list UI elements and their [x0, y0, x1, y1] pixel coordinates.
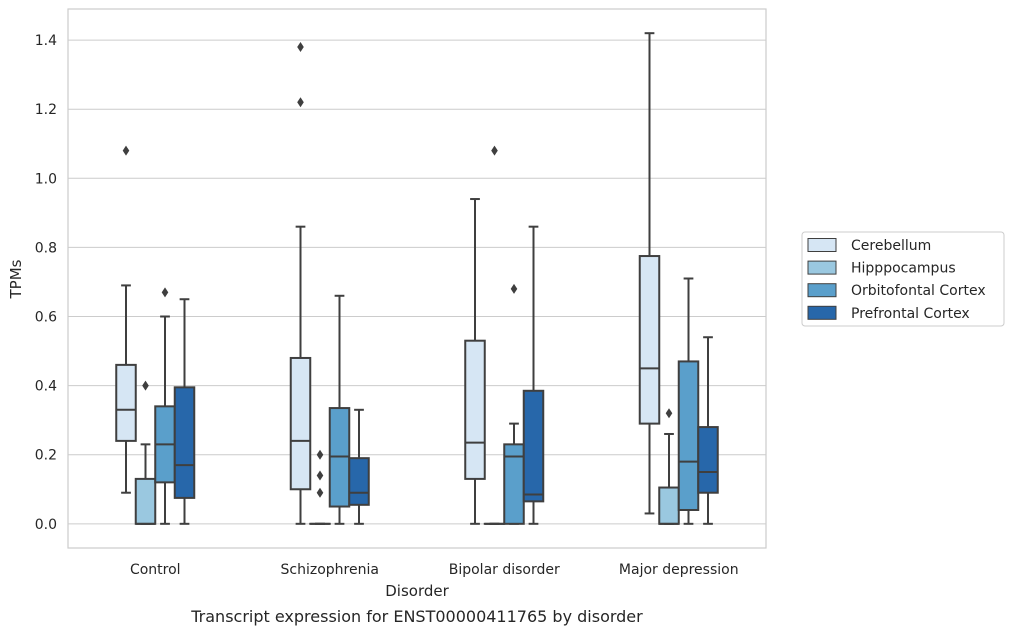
box-body [464, 339, 486, 480]
box-0-3 [638, 32, 661, 515]
y-tick-label: 1.2 [35, 102, 57, 118]
box-body [115, 363, 137, 442]
y-tick-label: 0.6 [35, 310, 57, 326]
outlier-point [316, 487, 324, 498]
outlier-point [297, 42, 304, 53]
box-body [638, 255, 661, 425]
box-body [697, 426, 719, 494]
box-1-0 [134, 380, 157, 525]
legend-swatch [807, 260, 837, 275]
box-2-3 [677, 277, 700, 525]
box-body [134, 477, 157, 525]
legend-swatch [807, 305, 837, 320]
x-tick-label: Major depression [619, 562, 739, 578]
plot-area-frame [67, 8, 767, 549]
x-axis-label: Disorder [385, 582, 449, 600]
box-body [289, 356, 312, 491]
legend-frame [801, 231, 1005, 327]
outlier-point [316, 449, 324, 460]
y-tick-label: 0.0 [35, 517, 57, 533]
x-tick-labels: Control Schizophrenia Bipolar disorder Majo… [130, 562, 739, 578]
box-body [677, 360, 700, 511]
outlier-point [316, 470, 324, 481]
legend-swatch [807, 238, 837, 252]
y-tick-label: 0.8 [35, 240, 57, 256]
box-0-1 [289, 42, 312, 525]
outlier-point [510, 283, 518, 294]
y-tick-label: 0.2 [35, 448, 57, 464]
outlier-point [491, 145, 498, 156]
box-series-layer [115, 32, 719, 525]
outlier-point [297, 97, 304, 108]
y-tick-label: 1.0 [35, 171, 57, 187]
box-2-1 [328, 294, 351, 525]
box-3-1 [348, 408, 370, 525]
box-2-0 [154, 287, 176, 525]
box-3-0 [173, 298, 196, 525]
x-tick-label: Schizophrenia [281, 562, 379, 578]
box-body [522, 389, 545, 503]
legend: Cerebellum Hipppocampus Orbitofontal Corte… [801, 231, 1005, 327]
legend-label: Orbitofontal Cortex [851, 283, 986, 299]
outlier-point [122, 145, 130, 156]
box-body [348, 457, 370, 506]
outlier-point [161, 287, 169, 298]
chart-caption: Transcript expression for ENST0000041176… [190, 607, 643, 626]
x-tick-label: Bipolar disorder [449, 562, 560, 578]
box-1-1 [309, 449, 331, 525]
legend-label: Cerebellum [851, 238, 931, 254]
box-0-2 [464, 198, 486, 525]
box-body [658, 486, 680, 525]
y-tick-label: 0.4 [35, 379, 57, 395]
y-tick-labels: 0.0 0.2 0.4 0.6 0.8 1.0 1.2 1.4 [35, 33, 57, 533]
legend-swatch [807, 283, 837, 298]
box-3-2 [522, 225, 545, 525]
x-tick-label: Control [130, 562, 181, 578]
box-body [173, 386, 196, 499]
y-axis-label: TPMs [7, 259, 25, 299]
legend-label: Hipppocampus [851, 261, 956, 277]
outlier-point [142, 380, 149, 391]
box-0-0 [115, 145, 137, 494]
outlier-point [665, 408, 673, 419]
box-3-3 [697, 336, 719, 525]
legend-label: Prefrontal Cortex [851, 306, 970, 322]
y-tick-label: 1.4 [35, 33, 57, 49]
